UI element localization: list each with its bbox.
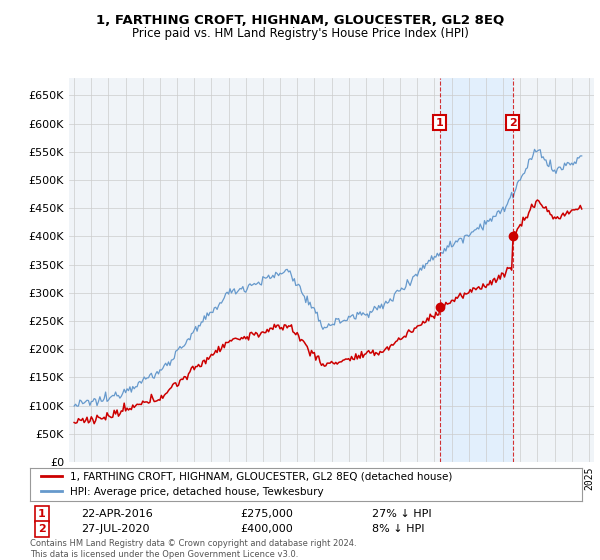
Text: 2: 2 — [509, 118, 517, 128]
Text: 27% ↓ HPI: 27% ↓ HPI — [372, 509, 431, 519]
Text: 22-APR-2016: 22-APR-2016 — [81, 509, 153, 519]
Text: Contains HM Land Registry data © Crown copyright and database right 2024.
This d: Contains HM Land Registry data © Crown c… — [30, 539, 356, 559]
Legend: 1, FARTHING CROFT, HIGHNAM, GLOUCESTER, GL2 8EQ (detached house), HPI: Average p: 1, FARTHING CROFT, HIGHNAM, GLOUCESTER, … — [41, 472, 452, 497]
Text: 2: 2 — [38, 524, 46, 534]
Text: £400,000: £400,000 — [240, 524, 293, 534]
Text: 27-JUL-2020: 27-JUL-2020 — [81, 524, 149, 534]
Text: Price paid vs. HM Land Registry's House Price Index (HPI): Price paid vs. HM Land Registry's House … — [131, 27, 469, 40]
Text: 8% ↓ HPI: 8% ↓ HPI — [372, 524, 425, 534]
Text: 1, FARTHING CROFT, HIGHNAM, GLOUCESTER, GL2 8EQ: 1, FARTHING CROFT, HIGHNAM, GLOUCESTER, … — [96, 14, 504, 27]
Text: 1: 1 — [436, 118, 443, 128]
Text: 1: 1 — [38, 509, 46, 519]
Text: £275,000: £275,000 — [240, 509, 293, 519]
Bar — [440, 78, 512, 462]
